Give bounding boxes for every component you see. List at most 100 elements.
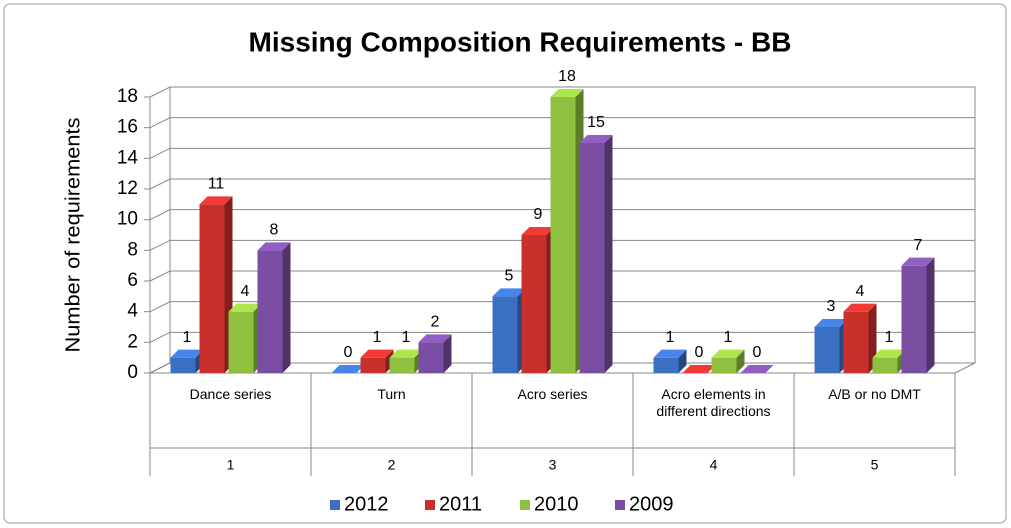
grid-line — [149, 178, 975, 190]
grid-line — [149, 147, 975, 159]
bar — [843, 311, 869, 373]
bar — [711, 357, 737, 373]
data-label: 1 — [885, 329, 894, 346]
y-tick-label: 2 — [127, 331, 138, 352]
bar — [199, 204, 225, 373]
data-label: 18 — [558, 68, 576, 85]
bar — [872, 357, 898, 373]
grid-line — [149, 270, 975, 282]
bar-side — [282, 242, 291, 373]
chart-title: Missing Composition Requirements - BB — [249, 26, 792, 57]
x-tick-label: Acro series — [517, 386, 588, 402]
data-label: 1 — [666, 329, 675, 346]
grid-line — [149, 331, 975, 343]
bar-top — [199, 196, 233, 205]
grid-line — [149, 86, 975, 98]
bar — [418, 342, 444, 373]
data-label: 1 — [373, 329, 382, 346]
legend-swatch — [520, 500, 530, 510]
bar — [901, 265, 927, 373]
data-label: 0 — [753, 344, 762, 361]
bar — [389, 357, 415, 373]
y-tick-label: 6 — [127, 270, 138, 291]
bar-top — [711, 349, 745, 358]
bar-top — [653, 349, 687, 358]
x-tick-label: Acro elements in different directions — [656, 386, 771, 419]
bar-top — [360, 349, 394, 358]
legend-swatch — [330, 500, 340, 510]
y-tick-label: 8 — [127, 239, 138, 260]
bar-top — [521, 227, 555, 235]
bar-top — [901, 257, 935, 266]
legend-swatch — [425, 500, 435, 510]
bar-side — [604, 135, 613, 373]
bar — [360, 357, 386, 373]
bar — [653, 357, 679, 373]
data-label: 4 — [241, 283, 250, 300]
chart-border — [3, 3, 1007, 524]
legend-label: 2011 — [439, 493, 482, 515]
bar-side — [926, 257, 935, 373]
x-tick-label: Turn — [377, 386, 406, 402]
bar — [228, 311, 254, 373]
data-label: 3 — [827, 298, 836, 315]
data-label: 1 — [183, 329, 192, 346]
x-tick-label: Dance series — [189, 386, 272, 402]
bar-top — [389, 349, 423, 358]
data-label: 4 — [856, 283, 865, 300]
bar-top — [843, 303, 877, 312]
data-label: 0 — [695, 344, 704, 361]
data-label: 11 — [208, 176, 225, 193]
legend-swatch — [615, 500, 625, 510]
legend-label: 2012 — [344, 493, 389, 515]
bar-top — [492, 288, 526, 297]
bar — [492, 296, 518, 373]
grid-line — [149, 209, 975, 221]
data-label: 8 — [270, 222, 279, 239]
grid-line — [149, 362, 975, 374]
bar-side — [736, 349, 745, 373]
data-label: 1 — [724, 329, 733, 346]
data-label: 9 — [534, 206, 543, 223]
category-number: 4 — [710, 457, 718, 473]
grid-line — [149, 239, 975, 251]
bar-top — [331, 365, 365, 373]
data-label: 2 — [431, 314, 440, 331]
bar-side — [678, 349, 687, 373]
bar-top — [550, 89, 584, 97]
bar — [550, 97, 576, 373]
category-number: 3 — [549, 457, 557, 473]
bar-top — [579, 135, 613, 143]
bar-side — [443, 334, 452, 373]
y-tick-label: 14 — [117, 147, 139, 168]
bar — [521, 235, 547, 373]
grid-line — [149, 117, 975, 129]
grid-line — [149, 301, 975, 313]
bar-top — [814, 319, 848, 327]
data-label: 5 — [505, 268, 514, 285]
legend-label: 2009 — [629, 493, 674, 515]
category-number: 5 — [871, 457, 879, 473]
y-axis-label: Number of requirements — [62, 118, 84, 353]
y-tick-label: 4 — [127, 301, 138, 322]
category-number: 1 — [227, 457, 235, 473]
x-tick-label: A/B or no DMT — [828, 386, 921, 402]
bar-top — [418, 334, 452, 343]
bar-top — [740, 365, 774, 373]
y-tick-label: 16 — [117, 117, 138, 138]
category-number: 2 — [388, 457, 396, 473]
bar-top — [872, 349, 906, 358]
data-label: 7 — [914, 237, 923, 254]
bar-top — [228, 303, 262, 312]
bar — [257, 250, 283, 373]
y-tick-label: 10 — [117, 209, 138, 230]
data-label: 0 — [344, 344, 353, 361]
y-tick-label: 12 — [117, 178, 138, 199]
y-tick-label: 18 — [117, 86, 138, 107]
bar — [814, 327, 840, 373]
bar — [170, 357, 196, 373]
bar-top — [257, 242, 291, 251]
data-label: 15 — [587, 114, 605, 131]
